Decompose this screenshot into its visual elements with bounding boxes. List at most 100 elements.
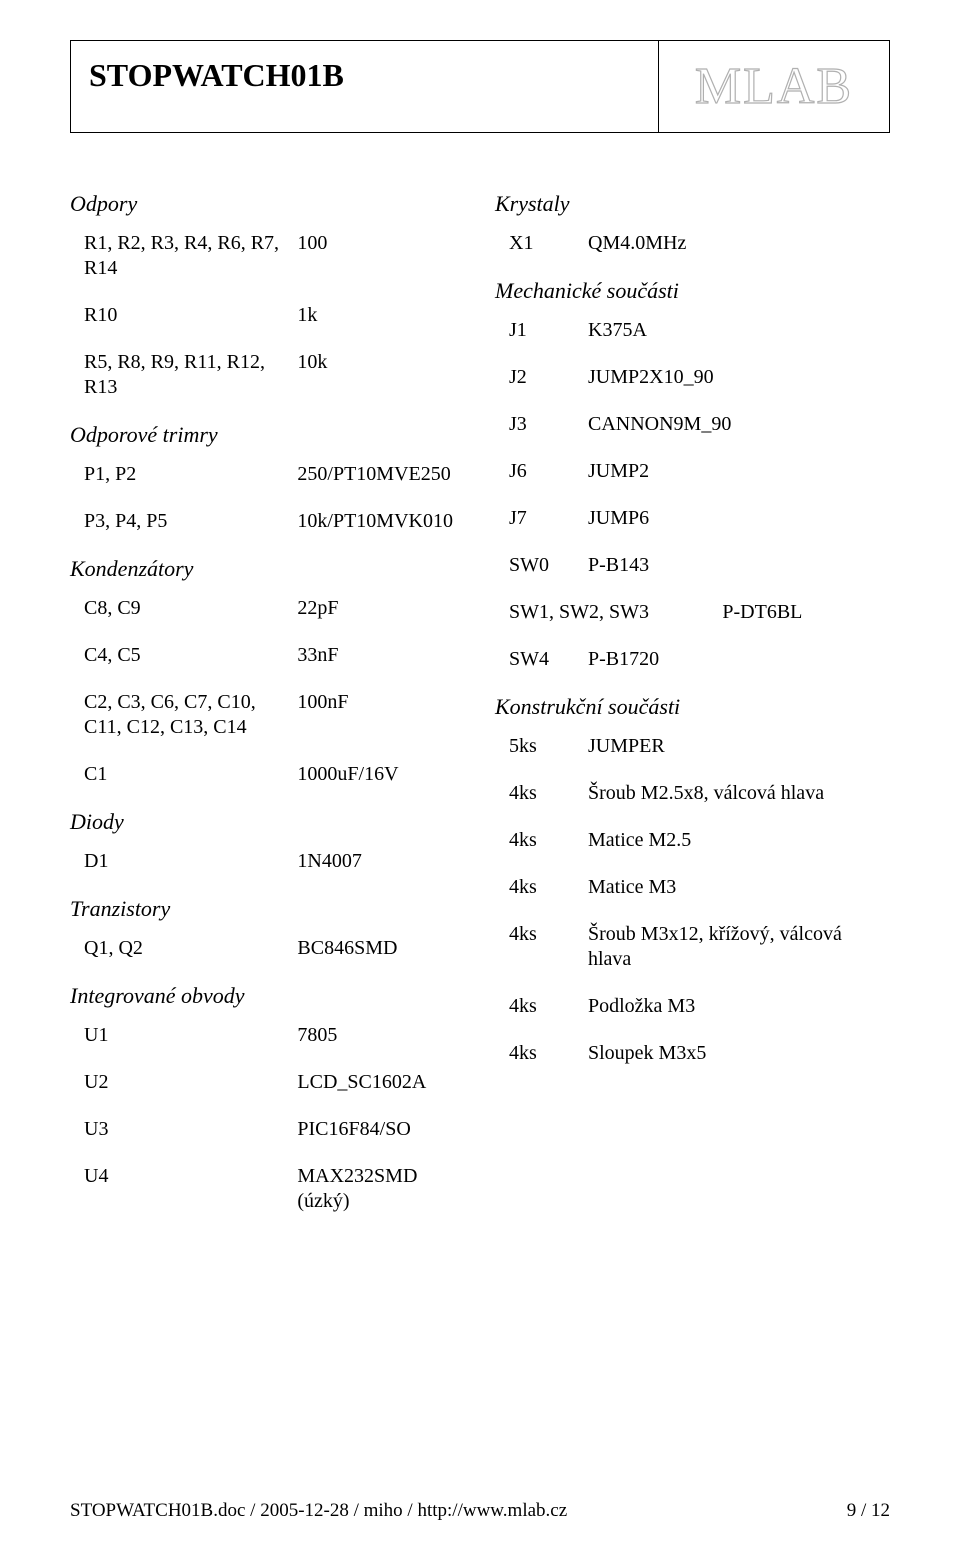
component-row: C4, C533nF [70,643,465,668]
component-row: R5, R8, R9, R11, R12, R1310k [70,350,465,400]
component-value: K375A [588,318,890,343]
component-ref: SW4 [495,647,588,672]
component-ref: SW0 [495,553,588,578]
component-qty: 5ks [495,734,588,759]
component-part: Matice M2.5 [588,828,890,853]
component-row: C2, C3, C6, C7, C10, C11, C12, C13, C141… [70,690,465,740]
component-row: J6JUMP2 [495,459,890,484]
component-ref: SW1, SW2, SW3 [495,600,722,625]
component-ref: C1 [70,762,297,787]
component-ref: U3 [70,1117,297,1142]
component-part: Matice M3 [588,875,890,900]
component-row: U3PIC16F84/SO [70,1117,465,1142]
component-row: 4ksMatice M3 [495,875,890,900]
component-row: 4ksSloupek M3x5 [495,1041,890,1066]
component-row: X1QM4.0MHz [495,231,890,256]
component-part: Šroub M2.5x8, válcová hlava [588,781,890,806]
component-value: 33nF [297,643,465,668]
right-column: Krystaly X1QM4.0MHz Mechanické součásti … [495,181,890,1236]
component-row: SW0P-B143 [495,553,890,578]
component-row: U17805 [70,1023,465,1048]
component-value: 1N4007 [297,849,465,874]
component-row: U2LCD_SC1602A [70,1070,465,1095]
section-title-krystaly: Krystaly [495,191,890,217]
component-value: P-DT6BL [722,600,890,625]
component-value: BC846SMD [297,936,465,961]
section-title-kondenzatory: Kondenzátory [70,556,465,582]
component-ref: P3, P4, P5 [70,509,297,534]
mlab-logo-icon: MLAB [674,57,874,117]
component-value: P-B143 [588,553,890,578]
section-title-diody: Diody [70,809,465,835]
component-qty: 4ks [495,781,588,806]
component-ref: U1 [70,1023,297,1048]
component-row: 4ksMatice M2.5 [495,828,890,853]
component-ref: Q1, Q2 [70,936,297,961]
component-value: CANNON9M_90 [588,412,890,437]
component-qty: 4ks [495,1041,588,1066]
component-ref: J3 [495,412,588,437]
page: STOPWATCH01B MLAB Odpory R1, R2, R3, R4,… [0,0,960,1550]
component-value: PIC16F84/SO [297,1117,465,1142]
component-qty: 4ks [495,922,588,972]
component-row: 4ksŠroub M2.5x8, válcová hlava [495,781,890,806]
component-row: P1, P2250/PT10MVE250 [70,462,465,487]
header: STOPWATCH01B MLAB [70,40,890,133]
component-ref: R10 [70,303,297,328]
document-title-box: STOPWATCH01B [70,40,659,133]
svg-text:MLAB: MLAB [695,58,853,115]
component-row: D11N4007 [70,849,465,874]
section-title-tranzistory: Tranzistory [70,896,465,922]
component-part: Sloupek M3x5 [588,1041,890,1066]
component-value: JUMP6 [588,506,890,531]
content-columns: Odpory R1, R2, R3, R4, R6, R7, R14100 R1… [70,181,890,1236]
component-qty: 4ks [495,828,588,853]
component-row: U4MAX232SMD (úzký) [70,1164,465,1214]
footer-left: STOPWATCH01B.doc / 2005-12-28 / miho / h… [70,1500,567,1522]
component-value: 100nF [297,690,465,740]
section-title-odpory: Odpory [70,191,465,217]
component-ref: X1 [495,231,588,256]
component-value: 10k [297,350,465,400]
component-ref: U2 [70,1070,297,1095]
component-value: 1k [297,303,465,328]
component-qty: 4ks [495,994,588,1019]
component-value: MAX232SMD (úzký) [297,1164,465,1214]
component-row: J7JUMP6 [495,506,890,531]
component-row: J3CANNON9M_90 [495,412,890,437]
component-value: JUMP2X10_90 [588,365,890,390]
component-ref: D1 [70,849,297,874]
component-part: Podložka M3 [588,994,890,1019]
component-qty: 4ks [495,875,588,900]
component-row: 5ksJUMPER [495,734,890,759]
component-value: QM4.0MHz [588,231,890,256]
component-value: 250/PT10MVE250 [297,462,465,487]
component-value: 10k/PT10MVK010 [297,509,465,534]
component-value: 1000uF/16V [297,762,465,787]
component-row: R1, R2, R3, R4, R6, R7, R14100 [70,231,465,281]
component-row: C8, C922pF [70,596,465,621]
component-row: P3, P4, P510k/PT10MVK010 [70,509,465,534]
component-row: J1K375A [495,318,890,343]
section-title-trimry: Odporové trimry [70,422,465,448]
component-row: R101k [70,303,465,328]
component-row: SW4P-B1720 [495,647,890,672]
component-ref: J6 [495,459,588,484]
section-title-konstrukcni: Konstrukční součásti [495,694,890,720]
component-ref: C8, C9 [70,596,297,621]
component-ref: J2 [495,365,588,390]
component-ref: R5, R8, R9, R11, R12, R13 [70,350,297,400]
component-row: 4ksPodložka M3 [495,994,890,1019]
component-ref: C4, C5 [70,643,297,668]
component-ref: R1, R2, R3, R4, R6, R7, R14 [70,231,297,281]
component-value: 22pF [297,596,465,621]
logo-box: MLAB [659,40,890,133]
component-row: C11000uF/16V [70,762,465,787]
component-ref: P1, P2 [70,462,297,487]
component-ref: J7 [495,506,588,531]
component-row: 4ksŠroub M3x12, křížový, válcová hlava [495,922,890,972]
page-footer: STOPWATCH01B.doc / 2005-12-28 / miho / h… [70,1500,890,1522]
component-ref: U4 [70,1164,297,1214]
component-ref: C2, C3, C6, C7, C10, C11, C12, C13, C14 [70,690,297,740]
section-title-mechanicke: Mechanické součásti [495,278,890,304]
